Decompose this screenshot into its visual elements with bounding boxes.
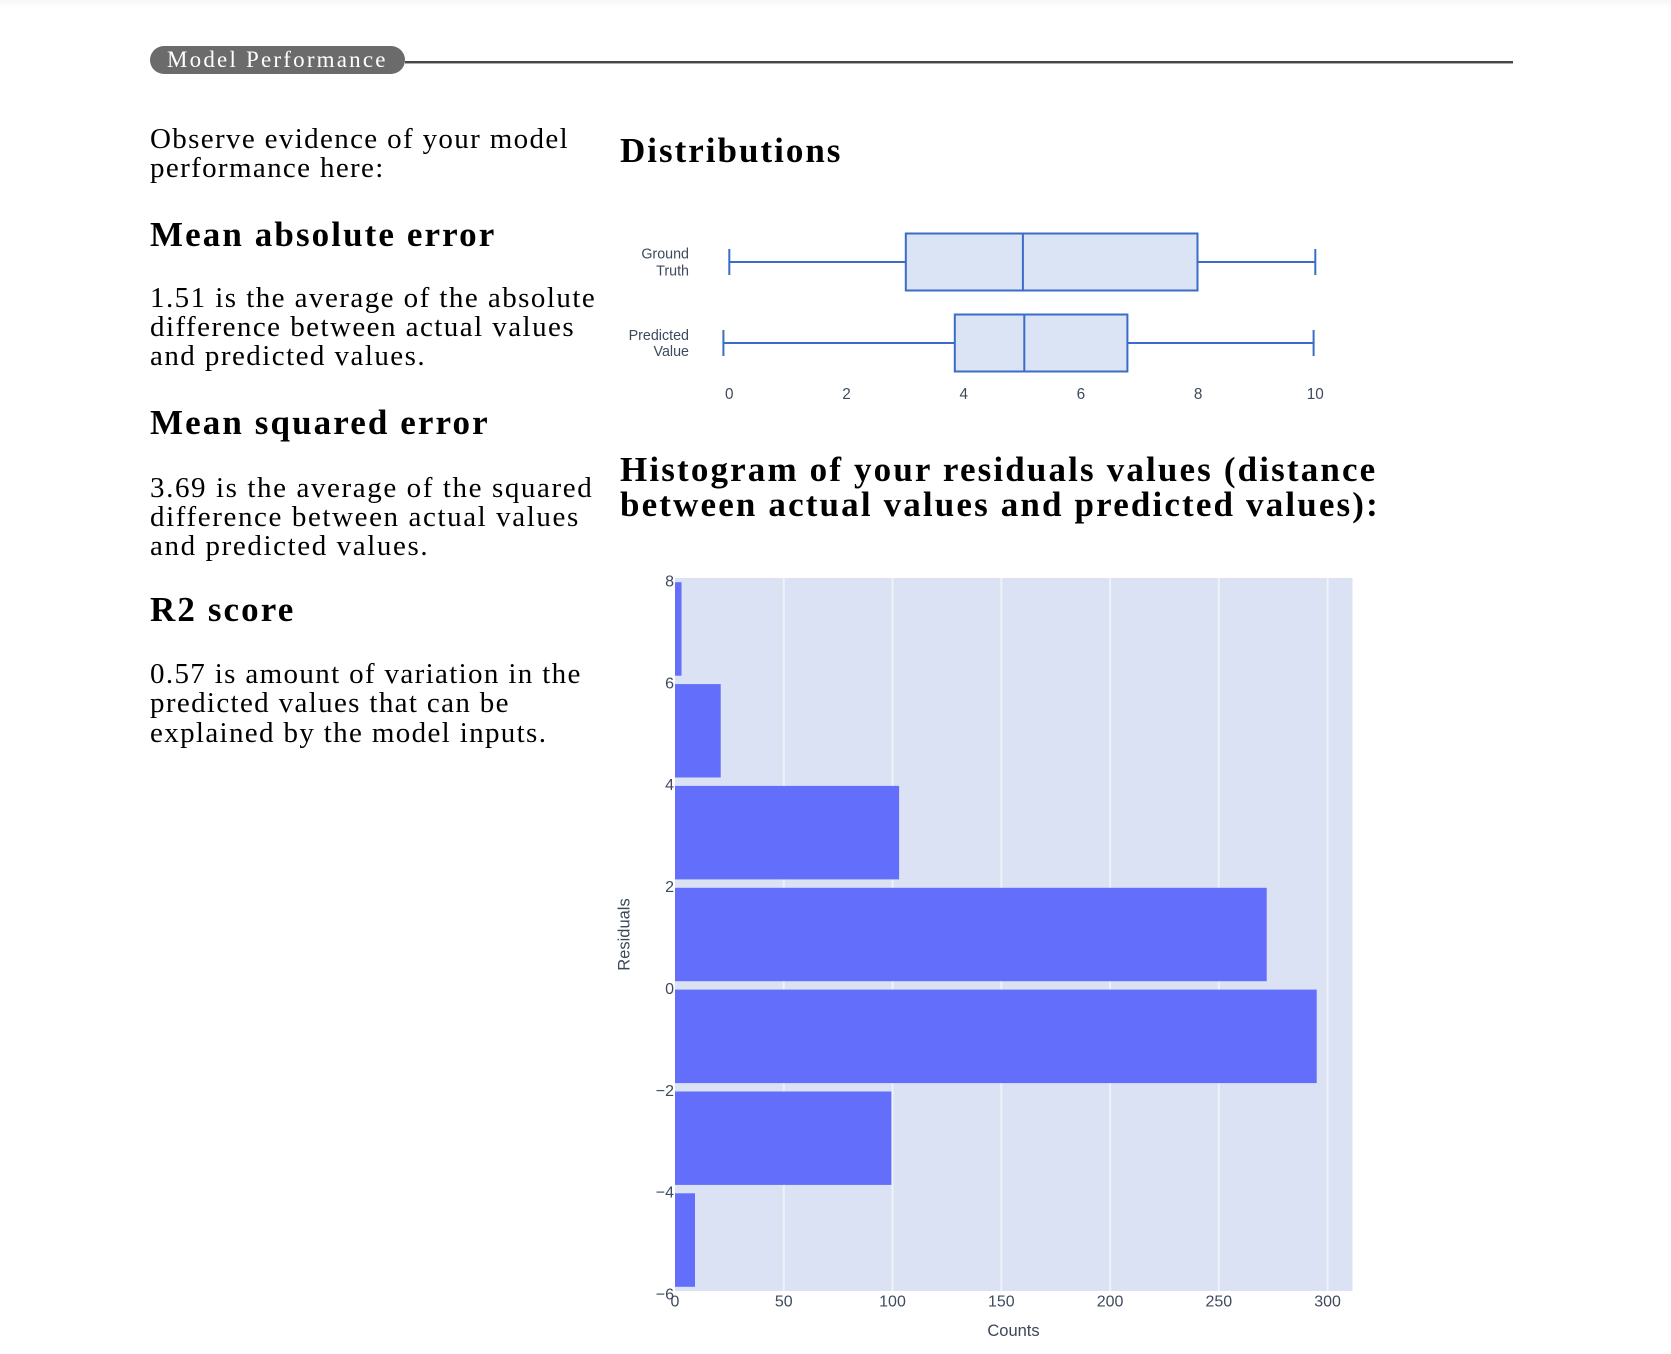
svg-text:250: 250 — [1205, 1294, 1232, 1311]
svg-text:4: 4 — [665, 777, 674, 794]
svg-text:Truth: Truth — [656, 264, 689, 280]
svg-text:0: 0 — [725, 386, 734, 403]
svg-text:Value: Value — [653, 344, 689, 360]
svg-text:2: 2 — [665, 879, 674, 896]
svg-text:0: 0 — [665, 981, 674, 998]
svg-text:Residuals: Residuals — [616, 898, 634, 970]
svg-text:Predicted: Predicted — [629, 328, 689, 344]
svg-text:0: 0 — [671, 1294, 680, 1311]
svg-text:10: 10 — [1307, 386, 1324, 403]
svg-text:4: 4 — [959, 386, 968, 403]
svg-text:6: 6 — [1077, 386, 1086, 403]
svg-text:−6: −6 — [656, 1287, 674, 1304]
svg-text:150: 150 — [988, 1294, 1015, 1311]
svg-text:200: 200 — [1097, 1294, 1124, 1311]
svg-text:2: 2 — [842, 386, 851, 403]
svg-text:6: 6 — [665, 675, 674, 692]
svg-text:8: 8 — [1194, 386, 1203, 403]
svg-text:8: 8 — [665, 574, 674, 591]
svg-text:−4: −4 — [656, 1185, 674, 1202]
svg-text:300: 300 — [1314, 1294, 1341, 1311]
svg-text:Counts: Counts — [987, 1322, 1039, 1340]
svg-text:Ground: Ground — [641, 246, 689, 262]
svg-text:50: 50 — [775, 1294, 793, 1311]
svg-text:−2: −2 — [656, 1083, 674, 1100]
svg-text:100: 100 — [879, 1294, 906, 1311]
